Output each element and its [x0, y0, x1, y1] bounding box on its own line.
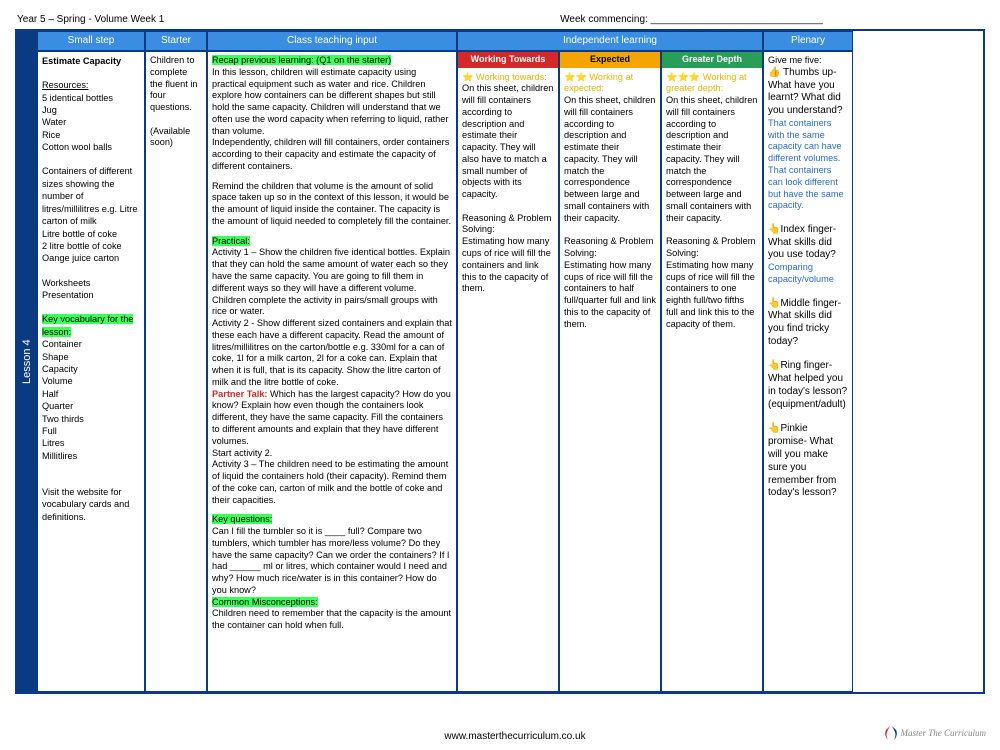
- kv-4: Half: [42, 388, 140, 400]
- hdr-plenary: Plenary: [763, 31, 853, 51]
- kv-label: Key vocabulary for the lesson:: [42, 314, 133, 336]
- hdr-small-step: Small step: [37, 31, 145, 51]
- activity-3: Activity 3 – The children need to be est…: [212, 459, 452, 506]
- kv-8: Litres: [42, 437, 140, 449]
- footer-url: www.masterthecurriculum.co.uk: [15, 731, 1000, 742]
- gd-rps-label: Reasoning & Problem Solving:: [666, 236, 758, 260]
- activity-2a: Activity 2 - Show different sized contai…: [212, 318, 452, 389]
- res-0: 5 identical bottles: [42, 92, 140, 104]
- res-2: Water: [42, 116, 140, 128]
- wt-cell: Working Towards ⭐ Working towards: On th…: [457, 51, 559, 692]
- sub-wt: Working Towards: [458, 52, 558, 68]
- week-commencing: Week commencing: _______________________…: [560, 14, 823, 25]
- gd-cell: Greater Depth ⭐⭐⭐ Working at greater dep…: [661, 51, 763, 692]
- res-1: Jug: [42, 104, 140, 116]
- hdr-independent: Independent learning: [457, 31, 763, 51]
- recap-label: Recap previous learning: (Q1 on the star…: [212, 55, 391, 65]
- res-4: Cotton wool balls: [42, 141, 140, 153]
- pl-index: 👆Index finger- What skills did you use t…: [768, 224, 848, 262]
- brand-mark: Master The Curriculum: [882, 724, 986, 744]
- flame-icon: [882, 724, 898, 744]
- lesson-tab: Lesson 4: [17, 31, 37, 692]
- gd-head: ⭐⭐⭐ Working at greater depth:: [666, 72, 758, 96]
- gd-body: On this sheet, children will fill contai…: [666, 95, 758, 224]
- partner-talk-label: Partner Talk:: [212, 389, 267, 399]
- starter-avail: (Available soon): [150, 126, 202, 150]
- kq-label: Key questions:: [212, 514, 272, 524]
- small-step-cell: Estimate Capacity Resources: 5 identical…: [37, 51, 145, 692]
- pl-thumb: 👍 Thumbs up- What have you learnt? What …: [768, 67, 848, 118]
- teach-remind: Remind the children that volume is the a…: [212, 181, 452, 228]
- wt-head: ⭐ Working towards:: [462, 72, 554, 84]
- hdr-starter: Starter: [145, 31, 207, 51]
- containers-note: Containers of different sizes showing th…: [42, 165, 140, 264]
- ex-body: On this sheet, children will fill contai…: [564, 95, 656, 224]
- kv-7: Full: [42, 425, 140, 437]
- topic-title: Estimate Capacity: [42, 55, 140, 67]
- gd-rps: Estimating how many cups of rice will fi…: [666, 260, 758, 331]
- hdr-class-input: Class teaching input: [207, 31, 457, 51]
- pl-middle: 👆Middle finger- What skills did you find…: [768, 298, 848, 349]
- practical-label: Practical:: [212, 236, 250, 246]
- pl-thumb-ans: That containers with the same capacity c…: [768, 118, 848, 212]
- wt-rps-label: Reasoning & Problem Solving:: [462, 213, 554, 237]
- kv-1: Shape: [42, 351, 140, 363]
- starter-cell: Children to complete the fluent in four …: [145, 51, 207, 692]
- starter-text: Children to complete the fluent in four …: [150, 55, 202, 114]
- wt-body: On this sheet, children will fill contai…: [462, 83, 554, 201]
- kv-0: Container: [42, 338, 140, 350]
- plenary-cell: Give me five: 👍 Thumbs up- What have you…: [763, 51, 853, 692]
- lesson-plan-table: Lesson 4 Small step Starter Class teachi…: [15, 29, 985, 694]
- kv-3: Volume: [42, 375, 140, 387]
- key-questions: Can I fill the tumbler so it is ____ ful…: [212, 526, 452, 597]
- pl-pinkie: 👆Pinkie promise- What will you make sure…: [768, 423, 848, 500]
- sub-gd: Greater Depth: [662, 52, 762, 68]
- kv-9: Millitlires: [42, 450, 140, 462]
- presentation: Presentation: [42, 289, 140, 301]
- ex-rps-label: Reasoning & Problem Solving:: [564, 236, 656, 260]
- cm-label: Common Misconceptions:: [212, 597, 318, 607]
- year-title: Year 5 – Spring - Volume Week 1: [17, 14, 164, 25]
- ex-cell: Expected ⭐⭐ Working at expected: On this…: [559, 51, 661, 692]
- kv-6: Two thirds: [42, 413, 140, 425]
- res-3: Rice: [42, 129, 140, 141]
- ex-rps: Estimating how many cups of rice will fi…: [564, 260, 656, 331]
- teaching-cell: Recap previous learning: (Q1 on the star…: [207, 51, 457, 692]
- wt-rps: Estimating how many cups of rice will fi…: [462, 236, 554, 295]
- pl-ring: 👆Ring finger- What helped you in today's…: [768, 360, 848, 411]
- activity-1: Activity 1 – Show the children five iden…: [212, 247, 452, 318]
- kv-2: Capacity: [42, 363, 140, 375]
- resources-label: Resources:: [42, 79, 140, 91]
- visit-note: Visit the website for vocabulary cards a…: [42, 486, 140, 523]
- pl-index-ans: Comparing capacity/volume: [768, 262, 848, 286]
- sub-ex: Expected: [560, 52, 660, 68]
- top-header: Year 5 – Spring - Volume Week 1 Week com…: [17, 14, 983, 25]
- ex-head: ⭐⭐ Working at expected:: [564, 72, 656, 96]
- teach-intro: In this lesson, children will estimate c…: [212, 67, 452, 173]
- worksheets: Worksheets: [42, 277, 140, 289]
- misconceptions: Children need to remember that the capac…: [212, 608, 452, 632]
- gmf: Give me five:: [768, 55, 848, 67]
- kv-5: Quarter: [42, 400, 140, 412]
